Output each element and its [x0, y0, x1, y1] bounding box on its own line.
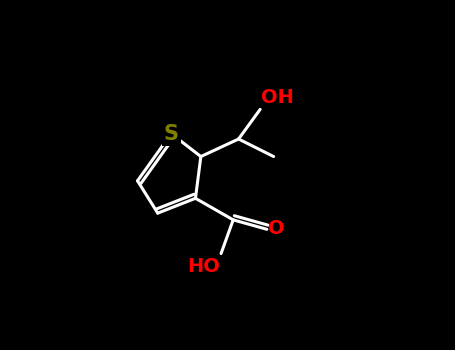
- Text: OH: OH: [262, 88, 294, 107]
- Text: S: S: [164, 124, 179, 144]
- Text: HO: HO: [187, 257, 220, 276]
- Text: O: O: [268, 219, 285, 238]
